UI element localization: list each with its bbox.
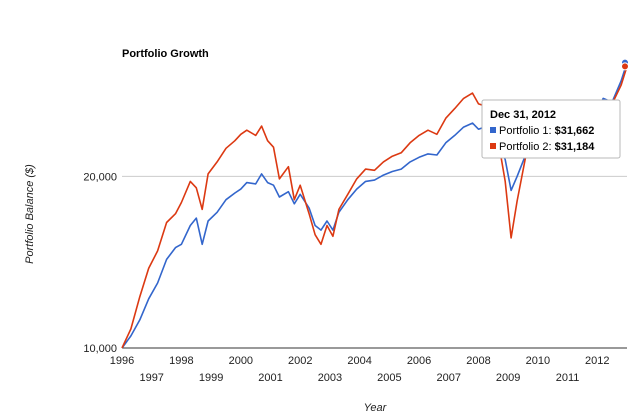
tooltip-swatch-1 bbox=[490, 127, 496, 133]
tooltip-value-1: $31,662 bbox=[555, 125, 595, 137]
x-tick-label: 2000 bbox=[229, 355, 253, 367]
tooltip: Dec 31, 2012 Portfolio 1: $31,662 Portfo… bbox=[481, 99, 621, 159]
series-end-point-2[interactable] bbox=[621, 62, 629, 71]
x-tick-label: 1997 bbox=[139, 372, 163, 384]
x-tick-label: 2010 bbox=[526, 355, 550, 367]
x-tick-label: 2009 bbox=[496, 372, 520, 384]
x-tick-label: 1996 bbox=[110, 355, 134, 367]
x-tick-label: 1998 bbox=[169, 355, 193, 367]
x-tick-label: 2004 bbox=[347, 355, 371, 367]
tooltip-box bbox=[481, 99, 621, 159]
axis-layer: 10,000 20,000 1996 1998 2000 2002 2004 2006 2008… bbox=[83, 171, 609, 384]
x-tick-label: 2008 bbox=[466, 355, 490, 367]
x-tick-label: 2005 bbox=[377, 372, 401, 384]
grid-layer bbox=[122, 175, 627, 349]
x-tick-label: 2011 bbox=[556, 372, 580, 384]
tooltip-label-1: Portfolio 1: bbox=[499, 125, 555, 137]
x-tick-label: 2003 bbox=[318, 372, 342, 384]
tooltip-label-2: Portfolio 2: bbox=[499, 141, 555, 153]
tooltip-swatch-2 bbox=[490, 143, 496, 149]
y-tick-label: 20,000 bbox=[83, 171, 117, 183]
x-tick-label: 1999 bbox=[199, 372, 223, 384]
x-tick-label: 2006 bbox=[407, 355, 431, 367]
x-tick-label: 2002 bbox=[288, 355, 312, 367]
x-axis-title: Year bbox=[364, 402, 388, 414]
tooltip-value-2: $31,184 bbox=[555, 141, 596, 153]
x-tick-label: 2007 bbox=[437, 372, 461, 384]
tooltip-date: Dec 31, 2012 bbox=[490, 109, 556, 121]
y-axis-title: Portfolio Balance ($) bbox=[24, 164, 36, 264]
tooltip-row-1: Portfolio 1: $31,662 bbox=[499, 125, 594, 137]
tooltip-row-2: Portfolio 2: $31,184 bbox=[499, 141, 595, 153]
x-tick-label: 2012 bbox=[585, 355, 609, 367]
chart-title: Portfolio Growth bbox=[122, 48, 209, 60]
x-tick-label: 2001 bbox=[258, 372, 282, 384]
y-tick-label: 10,000 bbox=[83, 343, 117, 355]
